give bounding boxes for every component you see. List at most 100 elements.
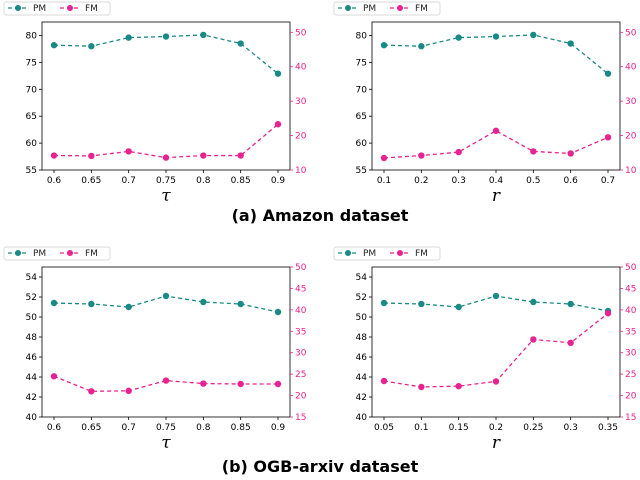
y-right-tick-label: 30 [625,349,637,359]
plot-frame [41,21,291,171]
y-left-tick-label: 42 [26,393,37,403]
data-point-fm [492,127,500,134]
x-tick-label: 0.65 [81,423,101,433]
legend-frame [333,246,441,261]
data-point-pm [492,33,500,40]
data-point-pm [567,300,574,308]
x-tick-label: 0.4 [489,176,504,186]
x-tick-label: 0.85 [231,423,251,433]
x-axis-label: τ [161,433,171,453]
y-left-tick-label: 54 [26,273,38,283]
y-left-tick-label: 46 [26,353,38,363]
y-left-tick-label: 65 [26,112,37,122]
caption-arxiv: (b) OGB-arxiv dataset [222,457,419,476]
data-point-fm [50,152,58,159]
y-left-tick-label: 75 [356,58,367,68]
y-left-tick-label: 75 [26,58,37,68]
x-tick-label: 0.35 [598,423,618,433]
y-right-tick-label: 15 [295,413,306,423]
y-left-tick-label: 50 [356,313,368,323]
data-point-pm [380,299,388,307]
panel-amazon-r: 55 60 65 70 75 80 10 20 30 40 50 0.1 0.2 0.3 0.4 0.5 0.6… [333,1,637,206]
data-point-fm [455,382,462,390]
x-tick-label: 0.25 [523,423,543,433]
x-tick-label: 0.65 [81,176,101,186]
x-tick-label: 0.7 [122,176,136,186]
panel-arxiv-r: 40 42 44 46 48 50 52 54 15 20 25 30 35 40 45 50 0.05 0.1 0… [333,246,637,453]
legend-label-pm: PM [363,249,376,259]
data-point-fm [455,148,462,156]
series-line-fm [383,312,609,388]
y-right-tick-label: 35 [295,327,306,337]
legend: PM FM [3,246,111,261]
x-tick-label: 0.1 [414,423,428,433]
y-left-tick-label: 40 [356,413,368,423]
x-tick-label: 0.15 [449,423,469,433]
legend-label-pm: PM [33,4,46,14]
legend-swatch-marker-fm [397,250,403,256]
y-right-tick-label: 20 [295,392,307,402]
legend-swatch-marker-pm [15,250,21,256]
data-point-pm [455,303,462,311]
legend-swatch-marker-fm [397,5,403,11]
data-point-pm [274,308,282,316]
legend-swatch-marker-fm [67,250,73,256]
data-point-fm [200,152,207,159]
series-line-pm [53,34,279,75]
data-point-pm [530,298,537,306]
x-tick-label: 0.3 [452,176,466,186]
x-tick-label: 0.5 [526,176,540,186]
data-point-fm [604,134,612,141]
legend: PM FM [333,1,441,16]
y-right-tick-label: 20 [295,132,307,142]
legend-swatch-marker-pm [345,250,351,256]
y-right-tick-label: 15 [625,413,636,423]
y-right-tick-label: 30 [295,349,307,359]
legend-frame [3,1,111,16]
y-left-tick-label: 80 [26,31,38,41]
y-left-tick-label: 44 [356,373,368,383]
legend-swatch-marker-fm [67,5,73,11]
data-point-fm [380,154,388,162]
series-line-pm [383,34,609,75]
y-left-tick-label: 46 [356,353,368,363]
x-tick-label: 0.8 [196,176,211,186]
legend-label-fm: FM [85,249,98,259]
x-tick-label: 0.7 [122,423,136,433]
x-tick-label: 0.6 [47,176,62,186]
data-point-fm [200,380,207,387]
y-left-tick-label: 44 [26,373,38,383]
x-tick-label: 0.85 [231,176,251,186]
y-left-tick-label: 55 [26,166,37,176]
data-point-fm [162,154,170,161]
x-tick-label: 0.7 [601,176,615,186]
data-point-pm [492,292,500,300]
x-tick-label: 0.2 [489,423,503,433]
y-left-tick-label: 80 [356,31,368,41]
x-tick-label: 0.8 [196,423,211,433]
caption-amazon: (a) Amazon dataset [232,206,409,225]
y-left-tick-label: 70 [26,85,38,95]
y-right-tick-label: 30 [295,97,307,107]
y-left-tick-label: 70 [356,85,368,95]
y-left-tick-label: 60 [26,139,38,149]
legend-label-pm: PM [33,249,46,259]
legend: PM FM [333,246,441,261]
y-left-tick-label: 42 [356,393,367,403]
y-left-tick-label: 65 [356,112,367,122]
data-point-fm [88,152,95,160]
y-right-tick-label: 50 [295,28,307,38]
y-right-tick-label: 40 [295,63,307,73]
data-point-pm [162,33,170,40]
series-line-fm [383,130,609,159]
x-axis-label: r [492,433,501,453]
x-tick-label: 0.9 [271,176,286,186]
x-tick-label: 0.9 [271,423,286,433]
y-right-tick-label: 20 [625,392,637,402]
data-point-fm [492,378,500,385]
y-left-tick-label: 48 [26,333,38,343]
data-point-pm [604,70,612,77]
y-right-tick-label: 25 [295,370,306,380]
data-point-pm [50,299,58,307]
y-right-tick-label: 40 [625,306,637,316]
